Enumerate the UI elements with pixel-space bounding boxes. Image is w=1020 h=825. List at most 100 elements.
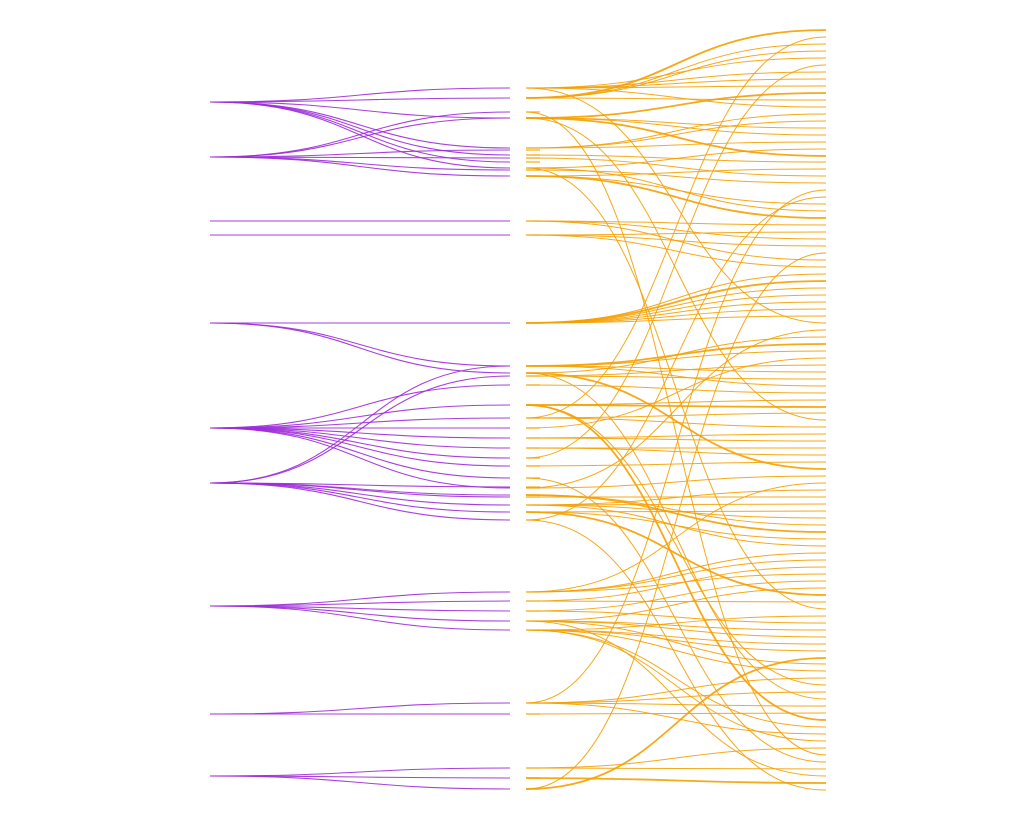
orange-link (525, 777, 827, 784)
orange-link (525, 168, 827, 177)
orange-link (525, 620, 827, 777)
orange-link (525, 504, 827, 519)
orange-link (525, 175, 827, 219)
orange-link (525, 747, 827, 769)
orange-link-group (525, 29, 827, 791)
orange-link (525, 620, 827, 665)
orange-link (525, 154, 827, 163)
purple-link (209, 365, 511, 484)
orange-link (525, 157, 827, 177)
orange-link (525, 629, 827, 672)
purple-link (209, 101, 511, 119)
purple-link (209, 427, 511, 489)
orange-link (525, 475, 827, 489)
orange-link (525, 29, 827, 99)
orange-link (525, 365, 827, 387)
orange-link (525, 141, 827, 149)
orange-link (525, 189, 827, 704)
orange-link (525, 85, 827, 89)
orange-link (525, 519, 827, 791)
orange-link (525, 64, 827, 459)
purple-link (209, 97, 511, 103)
purple-link-group (209, 87, 511, 790)
orange-link (525, 447, 827, 456)
orange-link (525, 461, 827, 467)
orange-link (525, 169, 827, 184)
orange-link (525, 375, 827, 380)
orange-link (525, 494, 827, 533)
orange-link (525, 220, 827, 240)
orange-link (525, 767, 827, 770)
orange-link (525, 629, 827, 728)
orange-link (525, 610, 827, 624)
purple-link (209, 322, 511, 367)
orange-link (525, 57, 827, 89)
orange-link (525, 43, 827, 99)
orange-link (525, 404, 827, 408)
orange-link (525, 97, 827, 101)
purple-link (209, 427, 511, 479)
orange-link (525, 503, 827, 506)
orange-link (525, 573, 827, 593)
orange-link (525, 117, 827, 136)
purple-link (209, 101, 511, 149)
orange-link (525, 620, 827, 638)
orange-link (525, 629, 827, 652)
orange-link (525, 372, 827, 470)
orange-link (525, 234, 827, 268)
orange-link (525, 600, 827, 603)
orange-link (525, 587, 827, 622)
orange-link (525, 566, 827, 602)
orange-link (525, 220, 827, 226)
orange-link (525, 559, 827, 593)
orange-link (525, 629, 827, 742)
orange-link (525, 364, 827, 377)
purple-link (209, 482, 511, 521)
orange-link (525, 36, 827, 419)
orange-link (525, 677, 827, 704)
orange-link (525, 117, 827, 157)
orange-link (525, 87, 827, 324)
purple-link (209, 482, 511, 496)
orange-link (525, 477, 827, 763)
orange-link (525, 87, 827, 108)
orange-link (525, 365, 827, 373)
orange-link (525, 372, 827, 700)
orange-link (525, 552, 827, 593)
orange-link (525, 350, 827, 367)
orange-link (525, 329, 827, 489)
orange-link (525, 504, 827, 547)
orange-link (525, 657, 827, 790)
orange-link (525, 357, 827, 429)
orange-link (525, 120, 827, 149)
purple-link (209, 156, 511, 171)
purple-link (209, 600, 511, 607)
orange-link (525, 437, 827, 442)
purple-link (209, 605, 511, 631)
orange-link (525, 287, 827, 324)
orange-link (525, 315, 827, 324)
orange-link (525, 220, 827, 261)
orange-link (525, 167, 827, 610)
orange-link (525, 404, 827, 721)
orange-link (525, 691, 827, 704)
orange-link (525, 629, 827, 645)
orange-link (525, 580, 827, 612)
orange-link (525, 482, 827, 593)
purple-link (209, 775, 511, 790)
purple-link (209, 117, 511, 158)
purple-link (209, 156, 511, 159)
orange-link (525, 50, 827, 99)
orange-link (525, 712, 827, 715)
purple-link (209, 767, 511, 777)
purple-link (209, 384, 511, 429)
orange-link (525, 615, 827, 631)
orange-link (525, 702, 827, 735)
purple-link (209, 156, 511, 177)
purple-link (209, 375, 511, 484)
orange-link (525, 117, 827, 421)
orange-link (525, 343, 827, 367)
orange-link (525, 92, 827, 119)
